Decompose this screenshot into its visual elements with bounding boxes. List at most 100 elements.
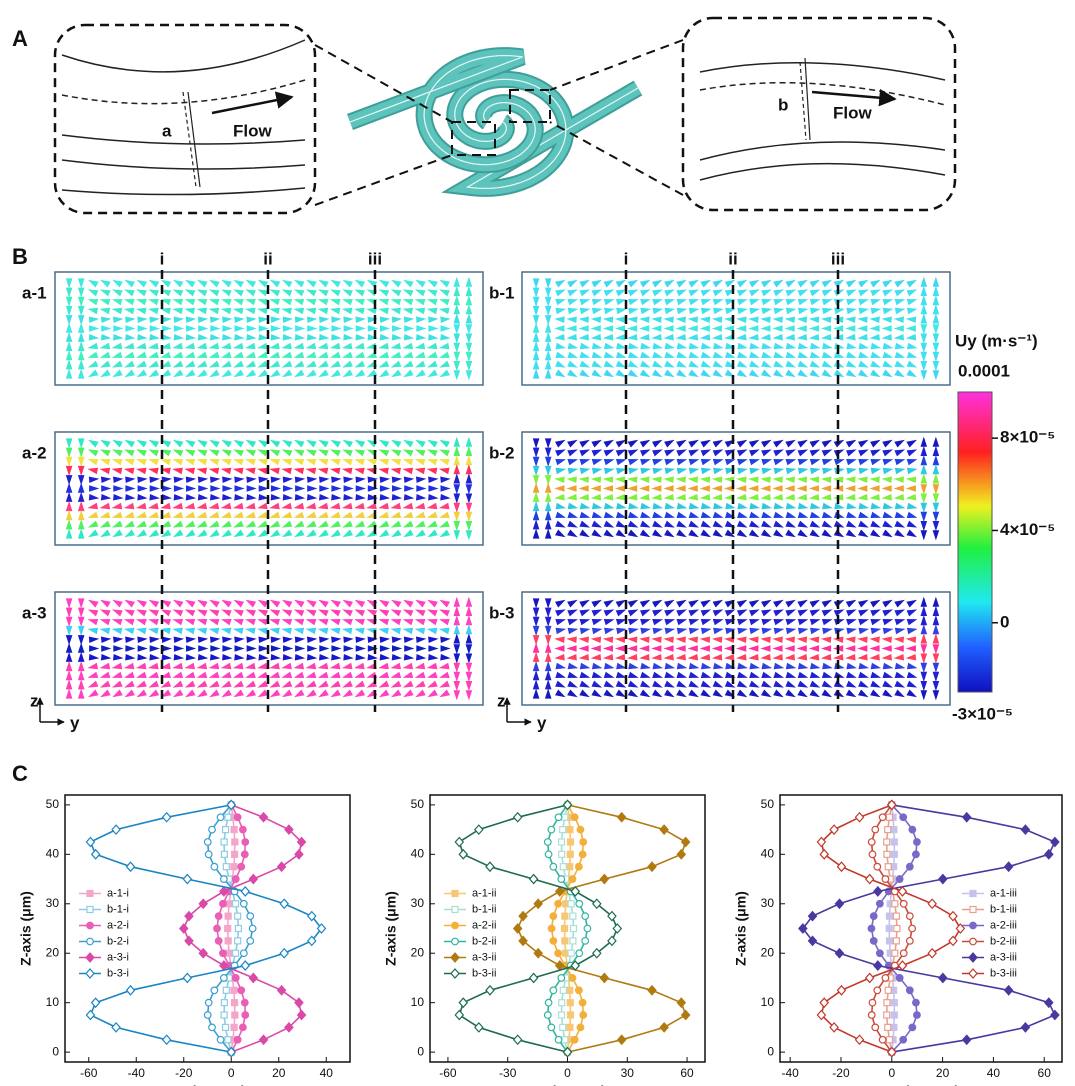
data-point bbox=[183, 973, 191, 982]
data-point bbox=[820, 998, 828, 1007]
data-point bbox=[232, 1012, 238, 1018]
x-tick-label: 60 bbox=[1038, 1066, 1052, 1080]
y-tick-label: 0 bbox=[767, 1044, 774, 1058]
x-tick-label: 60 bbox=[680, 1066, 694, 1080]
data-point bbox=[205, 851, 212, 858]
colorbar-title: Uy (m·s⁻¹) bbox=[955, 331, 1038, 350]
data-point bbox=[232, 1000, 238, 1006]
data-point bbox=[893, 938, 899, 944]
data-point bbox=[570, 938, 576, 944]
data-point bbox=[567, 839, 573, 845]
legend-label: a-3-i bbox=[107, 951, 129, 963]
flow-label: Flow bbox=[833, 103, 872, 122]
data-point bbox=[226, 950, 232, 956]
data-point bbox=[571, 814, 578, 821]
data-point bbox=[241, 961, 249, 970]
x-tick-label: 40 bbox=[987, 1066, 1001, 1080]
data-point bbox=[896, 876, 903, 883]
data-point bbox=[215, 938, 222, 945]
y-tick-label: 40 bbox=[46, 847, 60, 861]
data-point bbox=[900, 1036, 907, 1043]
data-point bbox=[223, 864, 229, 870]
data-point bbox=[234, 1036, 241, 1043]
data-point bbox=[209, 1024, 216, 1031]
data-point bbox=[204, 839, 211, 846]
flow-arrow bbox=[812, 92, 895, 99]
data-point bbox=[856, 813, 864, 822]
data-point bbox=[225, 913, 231, 919]
data-point bbox=[576, 863, 583, 870]
data-point bbox=[577, 1024, 584, 1031]
data-point bbox=[939, 875, 947, 884]
data-point bbox=[231, 827, 237, 833]
data-point bbox=[570, 913, 576, 919]
data-point bbox=[894, 926, 900, 932]
axis-z: z bbox=[497, 691, 506, 710]
data-point bbox=[886, 926, 892, 932]
data-point bbox=[907, 938, 914, 945]
data-point bbox=[220, 900, 227, 907]
data-point bbox=[112, 1023, 120, 1032]
data-point bbox=[548, 1024, 555, 1031]
data-point bbox=[452, 907, 458, 913]
data-point bbox=[87, 938, 94, 945]
data-point bbox=[837, 986, 845, 995]
data-point bbox=[223, 827, 229, 833]
data-point bbox=[1051, 1011, 1059, 1020]
data-point bbox=[92, 850, 100, 859]
data-point bbox=[215, 913, 222, 920]
legend-label: a-3-iii bbox=[990, 951, 1017, 963]
data-point bbox=[459, 850, 467, 859]
data-point bbox=[582, 938, 589, 945]
data-point bbox=[909, 826, 916, 833]
data-point bbox=[891, 1000, 897, 1006]
line-chart: -40-20020406001020304050Uy (μm·s⁻¹)Z-axi… bbox=[733, 795, 1062, 1086]
y-axis-label: Z-axis (μm) bbox=[733, 891, 749, 966]
data-point bbox=[1021, 1023, 1029, 1032]
data-point bbox=[211, 863, 218, 870]
data-point bbox=[231, 864, 237, 870]
data-point bbox=[555, 900, 562, 907]
data-point bbox=[913, 999, 920, 1006]
data-point bbox=[225, 1037, 231, 1043]
y-tick-label: 10 bbox=[46, 995, 60, 1009]
data-point bbox=[882, 876, 889, 883]
data-point bbox=[241, 900, 248, 907]
data-point bbox=[87, 891, 93, 897]
data-point bbox=[898, 887, 906, 896]
data-point bbox=[280, 899, 288, 908]
vector-fields: a-1a-2a-3b-1b-2b-3iiiiiiiiiiii bbox=[22, 249, 950, 712]
section-label: i bbox=[160, 249, 165, 268]
data-point bbox=[1051, 837, 1059, 846]
data-point bbox=[970, 922, 977, 929]
data-point bbox=[618, 1035, 626, 1044]
y-axis-label: Z-axis (μm) bbox=[383, 891, 399, 966]
data-point bbox=[249, 973, 257, 982]
data-point bbox=[238, 987, 245, 994]
data-point bbox=[295, 998, 303, 1007]
data-point bbox=[232, 839, 238, 845]
data-point bbox=[231, 987, 237, 993]
legend-label: b-3-ii bbox=[472, 967, 496, 979]
data-point bbox=[87, 907, 93, 913]
y-tick-label: 20 bbox=[46, 945, 60, 959]
data-point bbox=[559, 851, 565, 857]
x-tick-label: -20 bbox=[832, 1066, 850, 1080]
section-label: iii bbox=[831, 249, 845, 268]
x-tick-label: 30 bbox=[621, 1066, 635, 1080]
data-point bbox=[870, 938, 877, 945]
data-point bbox=[249, 925, 256, 932]
colorbar-tick-label: -3×10⁻⁵ bbox=[952, 704, 1013, 723]
data-point bbox=[241, 851, 248, 858]
data-point bbox=[1005, 862, 1013, 871]
series-line bbox=[803, 805, 1055, 1052]
line-chart: -60-40-200204001020304050Uy (μm·s⁻¹)Z-ax… bbox=[18, 795, 350, 1086]
data-point bbox=[568, 901, 574, 907]
data-point bbox=[963, 813, 971, 822]
data-point bbox=[677, 850, 685, 859]
data-point bbox=[221, 876, 228, 883]
axis-y: y bbox=[70, 713, 80, 732]
y-tick-label: 50 bbox=[411, 797, 425, 811]
data-point bbox=[226, 901, 232, 907]
data-point bbox=[550, 913, 557, 920]
